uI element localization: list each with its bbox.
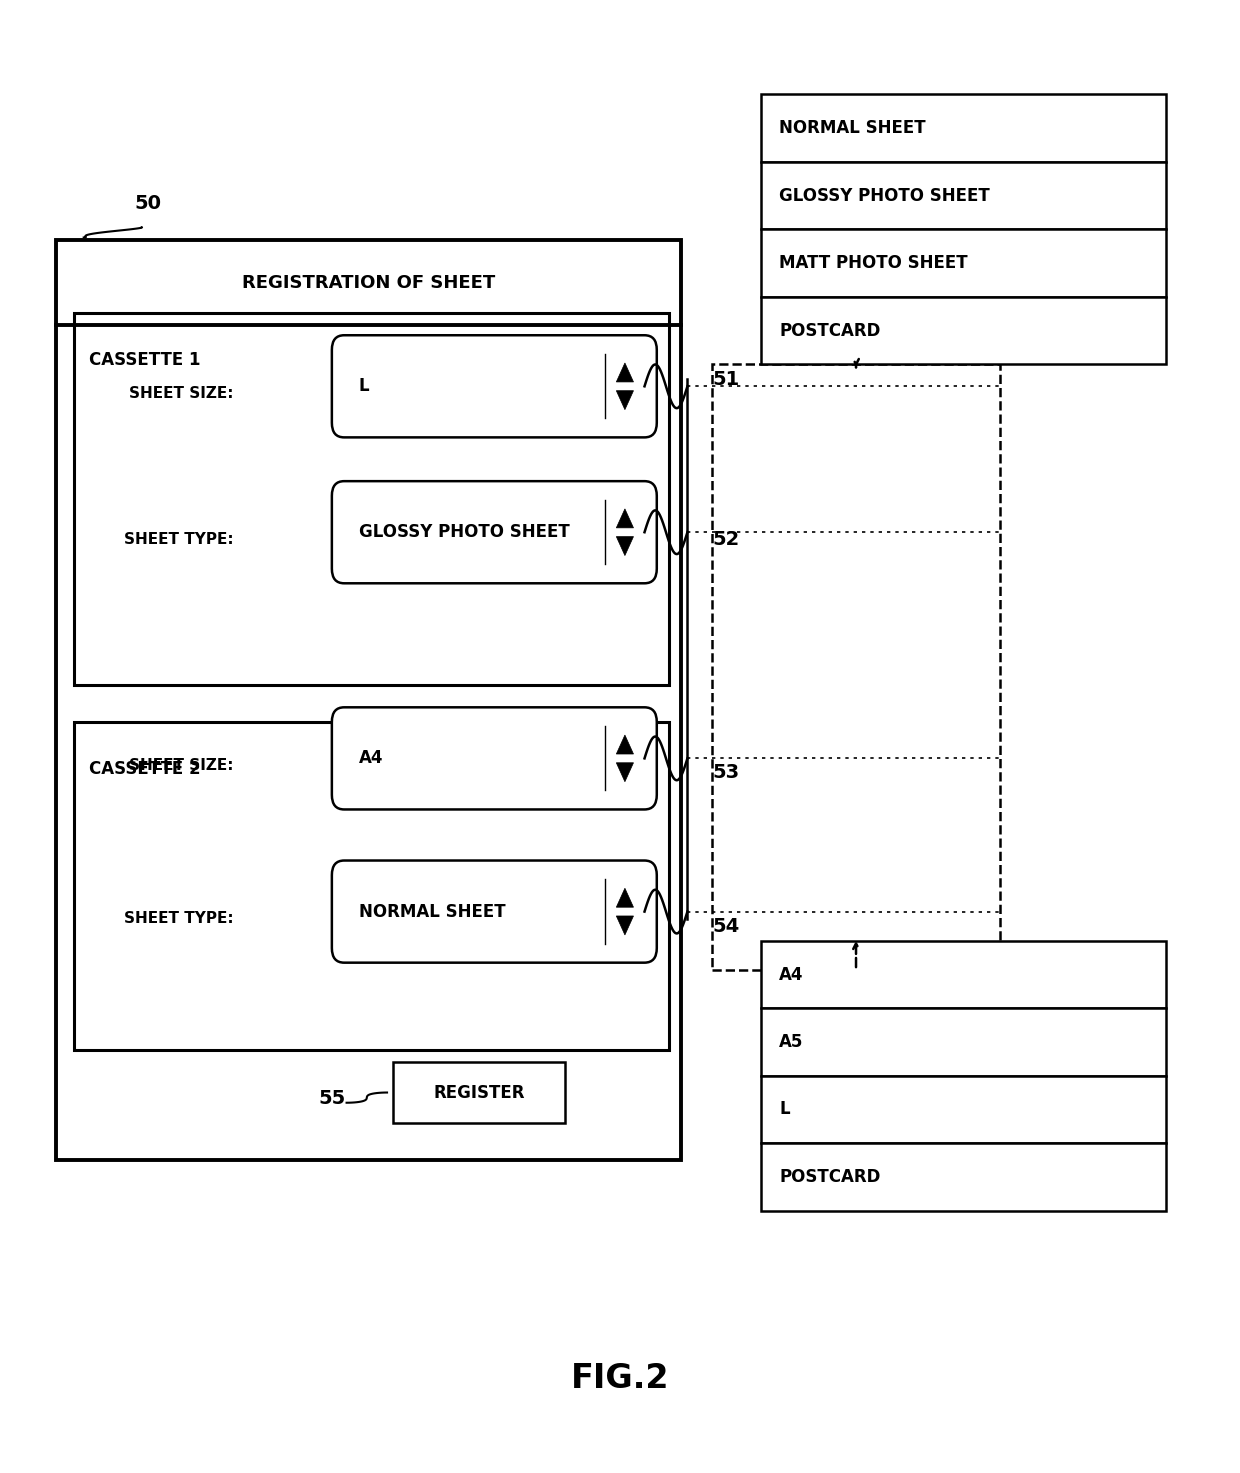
FancyBboxPatch shape bbox=[332, 336, 657, 437]
FancyBboxPatch shape bbox=[332, 707, 657, 810]
Text: NORMAL SHEET: NORMAL SHEET bbox=[780, 119, 926, 137]
Text: GLOSSY PHOTO SHEET: GLOSSY PHOTO SHEET bbox=[780, 187, 991, 205]
Text: 50: 50 bbox=[134, 194, 161, 214]
Bar bbox=[712, 364, 1001, 969]
Bar bbox=[56, 240, 681, 1159]
FancyBboxPatch shape bbox=[332, 482, 657, 583]
Polygon shape bbox=[616, 362, 634, 382]
FancyBboxPatch shape bbox=[332, 860, 657, 963]
Text: POSTCARD: POSTCARD bbox=[780, 1168, 880, 1186]
Polygon shape bbox=[616, 508, 634, 527]
Bar bbox=[761, 162, 1166, 230]
Bar bbox=[393, 1062, 565, 1124]
Polygon shape bbox=[616, 536, 634, 555]
Text: 54: 54 bbox=[712, 916, 739, 935]
Polygon shape bbox=[616, 916, 634, 935]
Text: REGISTER: REGISTER bbox=[433, 1084, 525, 1102]
Bar bbox=[761, 298, 1166, 364]
Text: MATT PHOTO SHEET: MATT PHOTO SHEET bbox=[780, 255, 968, 273]
Text: SHEET TYPE:: SHEET TYPE: bbox=[124, 532, 234, 546]
Text: A5: A5 bbox=[780, 1033, 804, 1052]
Bar bbox=[761, 1008, 1166, 1075]
Text: L: L bbox=[358, 377, 370, 395]
Bar bbox=[761, 941, 1166, 1008]
Text: NORMAL SHEET: NORMAL SHEET bbox=[358, 903, 506, 921]
Bar bbox=[74, 722, 670, 1050]
Text: CASSETTE 1: CASSETTE 1 bbox=[89, 351, 201, 370]
Text: REGISTRATION OF SHEET: REGISTRATION OF SHEET bbox=[242, 274, 495, 292]
Polygon shape bbox=[616, 888, 634, 907]
Text: A4: A4 bbox=[358, 750, 383, 767]
Polygon shape bbox=[616, 735, 634, 754]
Text: FIG.2: FIG.2 bbox=[570, 1363, 670, 1395]
Text: SHEET SIZE:: SHEET SIZE: bbox=[129, 759, 234, 773]
Bar bbox=[761, 1143, 1166, 1211]
Polygon shape bbox=[616, 763, 634, 782]
Text: SHEET TYPE:: SHEET TYPE: bbox=[124, 912, 234, 927]
Text: GLOSSY PHOTO SHEET: GLOSSY PHOTO SHEET bbox=[358, 523, 569, 541]
Text: CASSETTE 2: CASSETTE 2 bbox=[89, 760, 201, 778]
Bar bbox=[761, 230, 1166, 298]
Text: 55: 55 bbox=[319, 1089, 346, 1108]
Text: 51: 51 bbox=[712, 370, 739, 389]
Text: L: L bbox=[780, 1100, 790, 1118]
Text: A4: A4 bbox=[780, 965, 804, 984]
Text: 52: 52 bbox=[712, 530, 739, 549]
Text: POSTCARD: POSTCARD bbox=[780, 321, 880, 340]
Polygon shape bbox=[616, 390, 634, 409]
Bar bbox=[761, 94, 1166, 162]
Text: SHEET SIZE:: SHEET SIZE: bbox=[129, 386, 234, 401]
Bar bbox=[761, 1075, 1166, 1143]
Bar bbox=[74, 314, 670, 685]
Text: 53: 53 bbox=[712, 763, 739, 782]
